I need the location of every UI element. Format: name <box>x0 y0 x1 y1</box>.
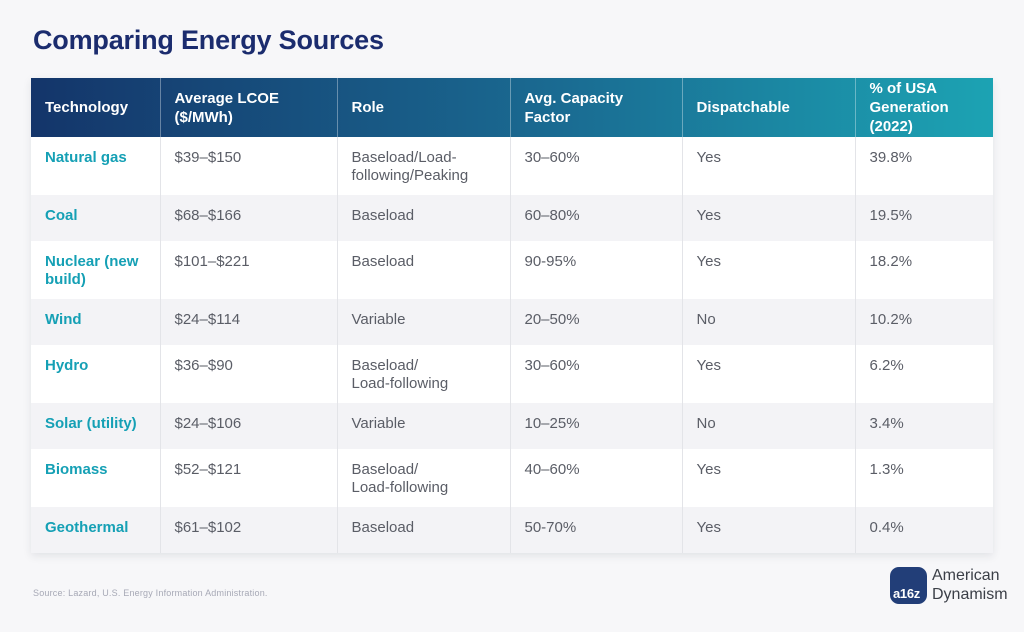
cell-generation-share: 0.4% <box>854 507 993 553</box>
cell-technology: Wind <box>45 311 82 328</box>
cell-capacity-factor: 40–60% <box>509 449 682 507</box>
cell-technology: Hydro <box>45 357 89 374</box>
cell-role: Baseload <box>336 507 510 553</box>
column-header: % of USA Generation (2022) <box>854 78 993 137</box>
table-row: Geothermal $61–$102 Baseload 50-70% Yes 0.4% <box>31 507 993 553</box>
cell-dispatchable: No <box>681 299 855 345</box>
cell-lcoe: $39–$150 <box>159 137 337 195</box>
cell-generation-share: 6.2% <box>854 345 993 403</box>
cell-lcoe: $68–$166 <box>159 195 337 241</box>
cell-lcoe: $52–$121 <box>159 449 337 507</box>
cell-dispatchable: Yes <box>681 345 855 403</box>
cell-generation-share: 39.8% <box>854 137 993 195</box>
cell-capacity-factor: 20–50% <box>509 299 682 345</box>
cell-lcoe: $61–$102 <box>159 507 337 553</box>
cell-generation-share: 19.5% <box>854 195 993 241</box>
cell-dispatchable: Yes <box>681 507 855 553</box>
column-header: Average LCOE ($/MWh) <box>159 78 337 137</box>
page-title: Comparing Energy Sources <box>33 25 384 55</box>
cell-capacity-factor: 10–25% <box>509 403 682 449</box>
column-header: Dispatchable <box>681 78 855 137</box>
cell-role: Variable <box>336 403 510 449</box>
logo-name-line1: American <box>932 567 1000 584</box>
cell-role: Variable <box>336 299 510 345</box>
table-row: Nuclear (new build) $101–$221 Baseload 90-9… <box>31 241 993 299</box>
table-row: Solar (utility) $24–$106 Variable 10–25% No 3… <box>31 403 993 449</box>
cell-capacity-factor: 50-70% <box>509 507 682 553</box>
cell-capacity-factor: 90-95% <box>509 241 682 299</box>
table-header-row: Technology Average LCOE ($/MWh) Role Avg. C… <box>31 78 993 137</box>
cell-dispatchable: Yes <box>681 241 855 299</box>
a16z-wordmark: a16z <box>893 585 920 601</box>
table-row: Biomass $52–$121 Baseload/ Load-following 4… <box>31 449 993 507</box>
cell-dispatchable: Yes <box>681 195 855 241</box>
logo-name-line2: Dynamism <box>932 586 1008 603</box>
column-header: Technology <box>45 99 129 116</box>
cell-role: Baseload/ Load-following <box>336 345 510 403</box>
cell-generation-share: 1.3% <box>854 449 993 507</box>
cell-role: Baseload <box>336 195 510 241</box>
cell-technology: Biomass <box>45 461 108 478</box>
cell-technology: Solar (utility) <box>45 415 137 432</box>
cell-dispatchable: Yes <box>681 449 855 507</box>
cell-technology: Geothermal <box>45 519 129 536</box>
table-header: Technology Average LCOE ($/MWh) Role Avg. C… <box>31 78 993 137</box>
logo-name: American Dynamism <box>932 566 1008 604</box>
cell-lcoe: $101–$221 <box>159 241 337 299</box>
a16z-american-dynamism-logo: a16z American Dynamism <box>890 566 1008 604</box>
cell-dispatchable: Yes <box>681 137 855 195</box>
cell-generation-share: 3.4% <box>854 403 993 449</box>
column-header: Role <box>336 78 510 137</box>
energy-comparison-table: Technology Average LCOE ($/MWh) Role Avg. C… <box>31 78 993 553</box>
cell-lcoe: $24–$114 <box>159 299 337 345</box>
cell-generation-share: 18.2% <box>854 241 993 299</box>
cell-lcoe: $36–$90 <box>159 345 337 403</box>
column-header: Avg. Capacity Factor <box>509 78 682 137</box>
cell-role: Baseload/ Load-following <box>336 449 510 507</box>
cell-dispatchable: No <box>681 403 855 449</box>
table-body: Natural gas $39–$150 Baseload/Load- follow… <box>31 137 993 553</box>
cell-technology: Coal <box>45 207 78 224</box>
cell-capacity-factor: 30–60% <box>509 137 682 195</box>
table-row: Natural gas $39–$150 Baseload/Load- follow… <box>31 137 993 195</box>
cell-capacity-factor: 60–80% <box>509 195 682 241</box>
source-note: Source: Lazard, U.S. Energy Information … <box>33 588 268 598</box>
table-row: Hydro $36–$90 Baseload/ Load-following 30–6… <box>31 345 993 403</box>
cell-capacity-factor: 30–60% <box>509 345 682 403</box>
cell-role: Baseload <box>336 241 510 299</box>
cell-lcoe: $24–$106 <box>159 403 337 449</box>
table-row: Wind $24–$114 Variable 20–50% No 10.2% <box>31 299 993 345</box>
cell-technology: Natural gas <box>45 149 127 166</box>
a16z-logo-icon: a16z <box>890 566 927 604</box>
cell-generation-share: 10.2% <box>854 299 993 345</box>
cell-technology: Nuclear (new build) <box>45 253 139 288</box>
table-row: Coal $68–$166 Baseload 60–80% Yes 19.5% <box>31 195 993 241</box>
cell-role: Baseload/Load- following/Peaking <box>336 137 510 195</box>
